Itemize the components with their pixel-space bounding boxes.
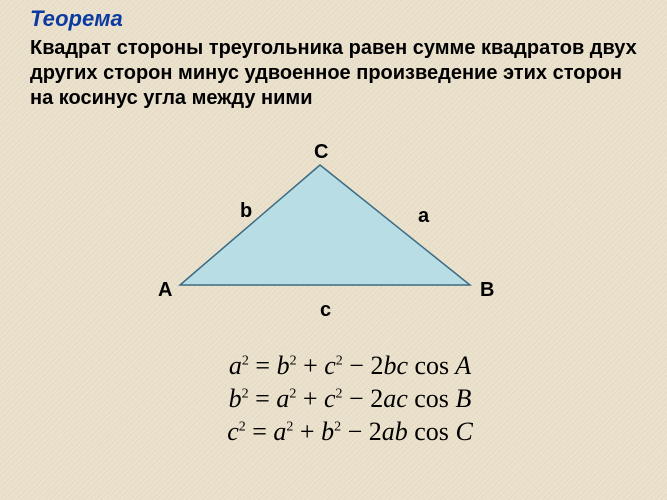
formula-3: c2 = a2 + b2 − 2ab cos C xyxy=(135,417,565,447)
triangle-diagram: A B C a b c xyxy=(150,145,510,325)
formula-2: b2 = a2 + c2 − 2ac cos B xyxy=(135,384,565,414)
vertex-label-B: B xyxy=(480,279,494,302)
theorem-title: Теорема xyxy=(30,6,123,32)
formula-1: a2 = b2 + c2 − 2bc cos A xyxy=(135,351,565,381)
theorem-statement: Квадрат стороны треугольника равен сумме… xyxy=(30,36,647,111)
triangle-svg xyxy=(150,145,510,325)
vertex-label-C: C xyxy=(314,141,328,164)
formula-block: a2 = b2 + c2 − 2bc cos A b2 = a2 + c2 − … xyxy=(135,348,565,450)
side-label-a: a xyxy=(418,205,429,228)
theorem-slide: Теорема Квадрат стороны треугольника рав… xyxy=(0,0,667,500)
side-label-b: b xyxy=(240,200,252,223)
side-label-c: c xyxy=(320,299,331,322)
vertex-label-A: A xyxy=(158,279,172,302)
